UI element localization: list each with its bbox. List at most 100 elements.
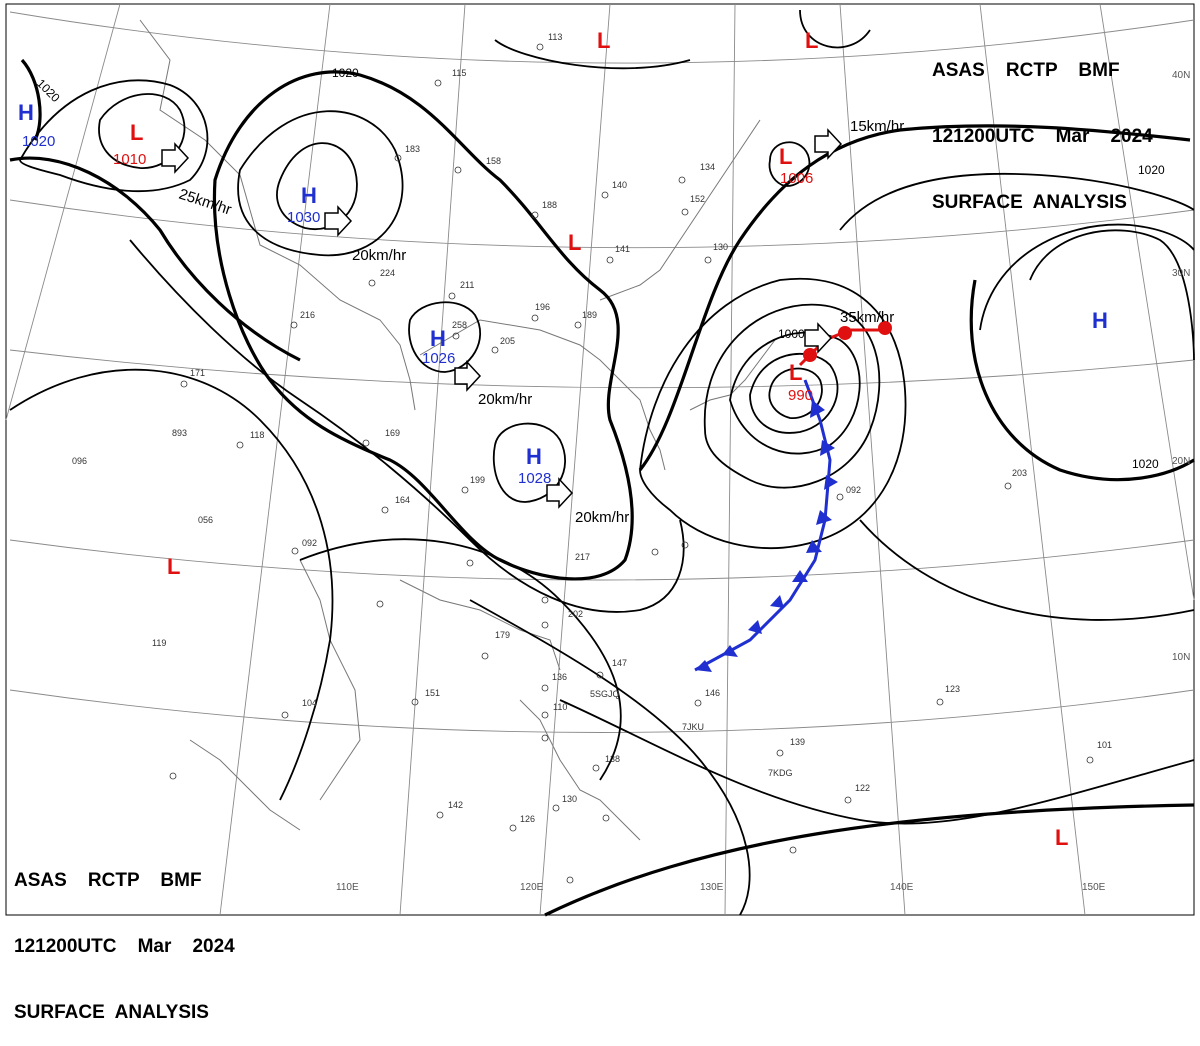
station-value: 171 [190, 368, 205, 378]
movement-arrow-icon [324, 205, 353, 237]
station-code: 7KDG [768, 768, 793, 778]
graticule-labels: 110E 120E 130E 140E 150E 40N 30N 20N 10N [336, 70, 1190, 893]
station-model-icon [362, 439, 370, 447]
low-center-symbol: L [1055, 825, 1068, 850]
low-center-symbol: L [597, 28, 610, 53]
low-center-symbol: L [167, 554, 180, 579]
low-center-symbol: L [805, 28, 818, 53]
station-model-icon [411, 698, 419, 706]
movement-arrows [161, 128, 843, 509]
station-model-icon [651, 548, 659, 556]
station-model-icon [381, 506, 389, 514]
station-value: 211 [460, 280, 474, 290]
pressure-centers: H 1020 L 1010 H 1030 H 1026 H 1028 L 100… [18, 28, 1108, 850]
longitude-label: 150E [1082, 882, 1106, 893]
station-model-icon [936, 698, 944, 706]
high-center-pressure: 1020 [22, 133, 55, 150]
movement-speed-label: 20km/hr [478, 391, 532, 408]
movement-arrow-icon [546, 477, 574, 509]
station-model-icon [461, 486, 469, 494]
station-value: 196 [535, 302, 550, 312]
station-value: 126 [520, 814, 535, 824]
isobars [9, 9, 1195, 917]
header-line: 121200UTC Mar 2024 [14, 936, 235, 957]
station-value: 138 [605, 754, 620, 764]
low-center-pressure: 1006 [780, 170, 813, 187]
cold-front-line [694, 379, 832, 672]
station-codes: 7JKU 7KDG 5SGJQ [590, 689, 793, 778]
station-model-icon [694, 699, 702, 707]
header-line: ASAS RCTP BMF [14, 870, 202, 891]
station-model-icon [552, 804, 560, 812]
station-model-icon [541, 596, 549, 604]
high-center-pressure: 1026 [422, 350, 455, 367]
station-value: 189 [582, 310, 597, 320]
station-model-icon [436, 811, 444, 819]
header-line: ASAS RCTP BMF [932, 60, 1120, 81]
header-bottom: ASAS RCTP BMF 121200UTC Mar 2024 SURFACE… [14, 826, 235, 1046]
station-model-icon [601, 191, 609, 199]
latitude-label: 10N [1172, 652, 1190, 663]
high-center-symbol: H [18, 100, 34, 125]
station-value: 123 [945, 684, 960, 694]
station-value: 136 [552, 672, 567, 682]
station-model-icon [169, 772, 177, 780]
header-line: SURFACE ANALYSIS [14, 1002, 209, 1023]
low-center-pressure: 1010 [113, 151, 146, 168]
station-value: 893 [172, 428, 187, 438]
longitude-label: 140E [890, 882, 914, 893]
station-value: 169 [385, 428, 400, 438]
station-model-icon [602, 814, 610, 822]
station-model-icon [678, 176, 686, 184]
station-model-icon [481, 652, 489, 660]
station-value: 140 [612, 180, 627, 190]
low-center-symbol: L [568, 230, 581, 255]
warm-front-semicircle-icon [803, 321, 892, 362]
station-model-icon [452, 332, 460, 340]
low-center-pressure: 990 [788, 387, 813, 404]
station-code: 7JKU [682, 722, 704, 732]
header-top: ASAS RCTP BMF 121200UTC Mar 2024 SURFACE… [932, 16, 1153, 236]
station-value: 092 [846, 485, 861, 495]
movement-speed-label: 15km/hr [850, 118, 904, 135]
high-center-symbol: H [526, 444, 542, 469]
station-model-icon [574, 321, 582, 329]
station-model-icon [776, 749, 784, 757]
station-value: 203 [1012, 468, 1027, 478]
station-model-icon [491, 346, 499, 354]
movement-arrow-icon [161, 142, 190, 174]
station-value: 134 [700, 162, 715, 172]
movement-arrow-icon [804, 322, 833, 354]
station-value: 179 [495, 630, 510, 640]
station-value: 115 [452, 68, 466, 78]
station-value: 205 [500, 336, 515, 346]
station-value: 152 [690, 194, 705, 204]
station-model-icon [466, 559, 474, 567]
station-value: 119 [152, 638, 166, 648]
header-line: 121200UTC Mar 2024 [932, 126, 1153, 147]
station-value: 147 [612, 658, 627, 668]
isobar-value-label: 1000 [778, 327, 805, 341]
station-model-icon [606, 256, 614, 264]
graticule [5, 3, 1195, 916]
station-value: 158 [486, 156, 501, 166]
station-code: 5SGJQ [590, 689, 620, 699]
station-value: 139 [790, 737, 805, 747]
isobar-value-label: 1020 [1138, 163, 1165, 177]
station-model-icon [531, 211, 539, 219]
station-value: 183 [405, 144, 420, 154]
station-numbers: 115 113 183 158 188 140 152 134 130 141 … [72, 32, 1112, 824]
station-model-icon [394, 154, 402, 162]
station-value: 199 [470, 475, 485, 485]
station-model-icon [541, 684, 549, 692]
station-model-icon [566, 876, 574, 884]
station-model-icon [376, 600, 384, 608]
station-value: 130 [713, 242, 728, 252]
high-center-symbol: H [430, 326, 446, 351]
longitude-label: 120E [520, 882, 544, 893]
station-model-icon [596, 671, 604, 679]
station-value: 224 [380, 268, 395, 278]
station-model-icon [1086, 756, 1094, 764]
station-value: 092 [302, 538, 317, 548]
station-model-icon [789, 846, 797, 854]
